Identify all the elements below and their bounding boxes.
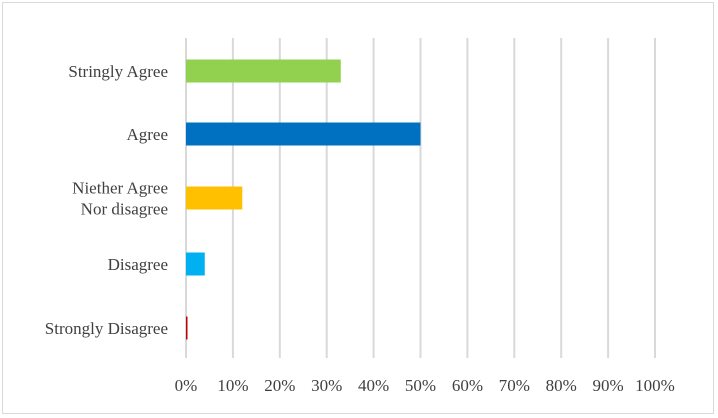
x-tick-label: 100% bbox=[635, 376, 675, 395]
x-tick-label: 10% bbox=[217, 376, 248, 395]
x-tick-label: 30% bbox=[311, 376, 342, 395]
x-tick-label: 60% bbox=[452, 376, 483, 395]
category-label: Strongly Disagree bbox=[45, 319, 168, 338]
x-axis-tick-labels: 0% 10% 20% 30% 40% 50% 60% 70% 80% 90% 100% bbox=[175, 376, 675, 395]
chart-frame bbox=[2, 2, 714, 414]
x-tick-label: 50% bbox=[405, 376, 436, 395]
bar-2 bbox=[186, 186, 243, 210]
bar-0 bbox=[186, 59, 341, 83]
x-tick-label: 0% bbox=[175, 376, 198, 395]
x-tick-label: 90% bbox=[593, 376, 624, 395]
bar-4 bbox=[186, 316, 188, 340]
x-tick-label: 80% bbox=[546, 376, 577, 395]
category-label: Agree bbox=[126, 125, 168, 144]
category-labels: Stringly Agree Agree Niether Agree Nor disa… bbox=[45, 62, 168, 338]
x-tick-label: 40% bbox=[358, 376, 389, 395]
category-label: Niether Agree bbox=[72, 179, 168, 198]
x-tick-label: 20% bbox=[264, 376, 295, 395]
category-label: Disagree bbox=[108, 255, 168, 274]
bars bbox=[186, 59, 421, 340]
category-label: Stringly Agree bbox=[68, 62, 168, 81]
gridlines bbox=[185, 38, 656, 358]
bar-1 bbox=[186, 122, 421, 146]
category-label: Nor disagree bbox=[81, 200, 168, 219]
bar-3 bbox=[186, 252, 205, 276]
x-tick-label: 70% bbox=[499, 376, 530, 395]
